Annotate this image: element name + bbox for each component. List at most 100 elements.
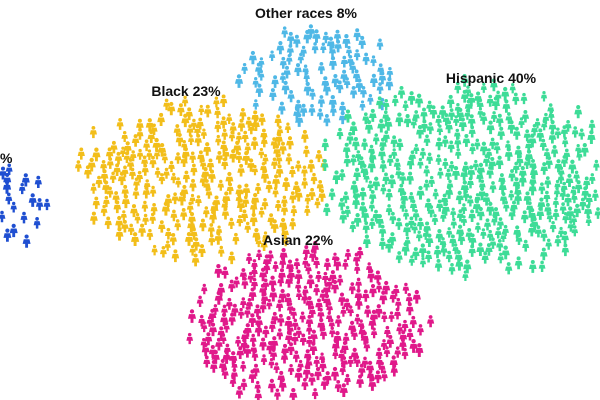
- figure-mark: [299, 333, 307, 346]
- figure-mark: [323, 203, 331, 216]
- figure-mark: [247, 158, 256, 172]
- figure-mark: [479, 112, 488, 125]
- figure-mark: [354, 313, 361, 325]
- figure-mark: [396, 138, 404, 151]
- figure-mark: [185, 107, 193, 121]
- figure-mark: [109, 171, 117, 183]
- figure-mark: [248, 50, 257, 65]
- figure-mark: [252, 77, 259, 88]
- figure-mark: [472, 159, 479, 171]
- figure-mark: [402, 209, 410, 220]
- figure-mark: [331, 252, 339, 264]
- figure-mark: [308, 187, 316, 201]
- figure-mark: [289, 165, 296, 178]
- figure-mark: [382, 280, 391, 295]
- figure-mark: [369, 73, 378, 87]
- figure-mark: [361, 356, 369, 368]
- figure-mark: [543, 148, 551, 160]
- figure-mark: [326, 277, 333, 289]
- figure-mark: [379, 290, 388, 305]
- figure-mark: [189, 193, 196, 205]
- figure-mark: [399, 172, 407, 185]
- figure-mark: [434, 258, 443, 272]
- figure-mark: [321, 159, 329, 172]
- figure-mark: [161, 201, 171, 216]
- figure-mark: [435, 137, 443, 151]
- figure-mark: [423, 221, 431, 235]
- figure-mark: [359, 201, 367, 215]
- figure-mark: [524, 149, 534, 164]
- figure-mark: [173, 124, 181, 137]
- figure-mark: [339, 383, 348, 398]
- figure-mark: [331, 279, 339, 294]
- figure-mark: [370, 55, 377, 67]
- figure-mark: [345, 45, 353, 57]
- figure-mark: [279, 217, 288, 232]
- figure-mark: [268, 275, 277, 290]
- figure-mark: [451, 166, 461, 180]
- figure-mark: [359, 187, 367, 201]
- figure-mark: [328, 94, 337, 109]
- figure-mark: [308, 104, 316, 116]
- figure-mark: [248, 313, 257, 327]
- figure-mark: [267, 213, 275, 226]
- figure-mark: [469, 143, 476, 155]
- figure-mark: [542, 112, 550, 125]
- figure-mark: [283, 65, 291, 79]
- figure-mark: [138, 223, 146, 237]
- figure-mark: [342, 332, 350, 345]
- figure-mark: [395, 112, 404, 127]
- figure-mark: [540, 229, 548, 242]
- figure-mark: [476, 206, 485, 221]
- figure-mark: [387, 174, 397, 189]
- figure-mark: [242, 195, 250, 208]
- figure-mark: [394, 307, 401, 320]
- figure-mark: [454, 135, 462, 148]
- figure-mark: [146, 149, 153, 160]
- figure-mark: [578, 128, 586, 140]
- figure-mark: [447, 140, 455, 153]
- figure-mark: [280, 203, 289, 216]
- figure-mark: [419, 147, 427, 159]
- figure-mark: [5, 192, 13, 205]
- figure-mark: [308, 373, 316, 386]
- figure-mark: [284, 293, 292, 306]
- figure-mark: [182, 170, 190, 183]
- figure-mark: [554, 179, 561, 191]
- figure-mark: [562, 136, 569, 148]
- figure-mark: [521, 110, 530, 123]
- figure-mark: [462, 133, 471, 147]
- figure-mark: [480, 228, 487, 239]
- figure-mark: [452, 243, 459, 255]
- figure-mark: [313, 356, 320, 368]
- figure-mark: [190, 163, 198, 176]
- figure-mark: [275, 299, 284, 312]
- figure-mark: [0, 166, 7, 180]
- figure-mark: [225, 171, 234, 186]
- figure-mark: [353, 167, 361, 181]
- figure-mark: [448, 108, 456, 121]
- figure-mark: [317, 95, 325, 108]
- figure-mark: [90, 183, 97, 194]
- figure-mark: [280, 351, 289, 364]
- figure-mark: [142, 185, 151, 199]
- figure-mark: [141, 200, 149, 212]
- figure-mark: [435, 115, 442, 127]
- figure-mark: [328, 188, 336, 201]
- figure-mark: [253, 304, 262, 318]
- figure-mark: [364, 120, 374, 134]
- figure-mark: [331, 73, 340, 88]
- figure-mark: [268, 50, 276, 62]
- figure-mark: [274, 388, 281, 400]
- figure-mark: [400, 191, 409, 205]
- figure-mark: [240, 338, 249, 352]
- figure-mark: [271, 75, 279, 88]
- figure-mark: [408, 150, 417, 163]
- figure-mark: [229, 375, 237, 388]
- figure-mark: [409, 199, 418, 212]
- figure-mark: [401, 319, 409, 332]
- figure-mark: [351, 328, 358, 341]
- figure-mark: [348, 320, 357, 335]
- figure-mark: [501, 86, 510, 101]
- figure-mark: [305, 296, 314, 310]
